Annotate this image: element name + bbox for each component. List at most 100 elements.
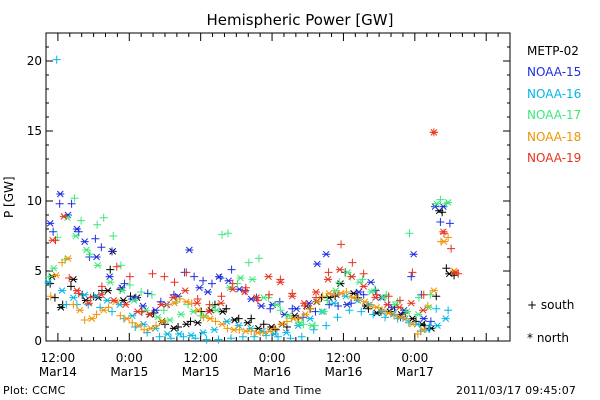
point-north-noaa-18 xyxy=(289,315,298,322)
point-north-noaa-18 xyxy=(408,320,417,328)
point-south-noaa-19 xyxy=(193,295,202,303)
point-south-noaa-18 xyxy=(330,290,339,299)
point-south-noaa-16 xyxy=(227,334,236,343)
point-south-noaa-18 xyxy=(140,325,149,334)
point-south-noaa-18 xyxy=(128,318,137,327)
point-north-noaa-19 xyxy=(323,276,332,283)
point-south-noaa-15 xyxy=(67,199,76,208)
point-north-noaa-19 xyxy=(276,278,285,286)
point-south-noaa-16 xyxy=(52,55,61,64)
point-north-noaa-17 xyxy=(444,199,453,206)
point-south-noaa-18 xyxy=(223,324,232,333)
point-north-noaa-17 xyxy=(106,278,115,286)
point-south-noaa-15 xyxy=(120,279,129,288)
y-tick-label: 10 xyxy=(27,194,42,208)
point-north-metp-02 xyxy=(435,207,444,215)
point-south-noaa-19 xyxy=(86,293,95,302)
point-north-noaa-18 xyxy=(241,327,250,335)
point-south-noaa-17 xyxy=(125,281,134,289)
plot-credit: Plot: CCMC xyxy=(3,384,66,397)
point-south-noaa-18 xyxy=(423,302,432,310)
point-north-noaa-18 xyxy=(75,306,84,314)
x-tick-label-date: Mar16 xyxy=(253,365,291,379)
y-tick-label: 15 xyxy=(27,124,42,138)
point-south-noaa-19 xyxy=(65,274,74,282)
point-south-metp-02 xyxy=(197,307,206,316)
point-north-noaa-16 xyxy=(365,301,374,308)
point-south-metp-02 xyxy=(50,293,59,302)
point-north-noaa-18 xyxy=(158,318,167,325)
point-north-metp-02 xyxy=(56,304,65,311)
point-north-noaa-18 xyxy=(360,298,369,306)
point-north-noaa-19 xyxy=(72,287,81,294)
point-north-noaa-18 xyxy=(122,315,131,322)
point-north-noaa-18 xyxy=(439,238,448,245)
legend-entry-noaa-17: NOAA-17 xyxy=(527,108,582,123)
point-north-noaa-19 xyxy=(240,288,249,296)
point-north-noaa-19 xyxy=(59,213,68,220)
point-north-noaa-18 xyxy=(52,271,61,279)
point-north-noaa-19 xyxy=(429,129,438,136)
point-north-noaa-19 xyxy=(48,236,57,244)
point-north-noaa-17 xyxy=(118,287,127,294)
point-south-noaa-18 xyxy=(92,310,101,319)
point-north-noaa-15 xyxy=(138,302,147,310)
point-south-noaa-17 xyxy=(224,229,233,238)
point-north-noaa-17 xyxy=(355,278,364,286)
point-north-noaa-17 xyxy=(212,306,221,314)
point-south-noaa-16 xyxy=(322,321,331,330)
point-north-noaa-16 xyxy=(341,292,350,300)
point-south-noaa-18 xyxy=(46,292,55,301)
point-north-noaa-19 xyxy=(407,299,416,307)
legend-entry-noaa-16: NOAA-16 xyxy=(527,86,582,101)
point-north-noaa-18 xyxy=(218,320,227,328)
point-north-noaa-18 xyxy=(419,326,428,334)
point-north-noaa-19 xyxy=(109,297,118,304)
x-axis-label: Date and Time xyxy=(238,384,322,397)
point-north-noaa-18 xyxy=(146,325,155,332)
point-north-noaa-18 xyxy=(396,313,405,321)
point-north-noaa-15 xyxy=(203,288,212,296)
point-south-noaa-19 xyxy=(112,262,121,271)
point-north-noaa-16 xyxy=(163,330,172,338)
point-south-noaa-17 xyxy=(116,261,125,270)
point-south-noaa-17 xyxy=(323,296,332,305)
point-north-noaa-16 xyxy=(91,292,100,300)
point-north-noaa-18 xyxy=(253,329,262,336)
point-south-noaa-16 xyxy=(432,304,441,313)
point-north-noaa-19 xyxy=(97,291,106,299)
point-north-noaa-19 xyxy=(395,304,404,311)
point-south-metp-02 xyxy=(438,208,447,217)
point-north-noaa-19 xyxy=(288,292,297,300)
point-north-noaa-15 xyxy=(56,190,65,198)
point-north-noaa-17 xyxy=(343,269,352,276)
point-south-noaa-18 xyxy=(306,304,315,313)
point-north-noaa-15 xyxy=(185,246,194,254)
point-south-noaa-16 xyxy=(250,332,259,341)
point-north-noaa-18 xyxy=(194,306,203,314)
point-south-noaa-15 xyxy=(266,304,275,313)
point-south-noaa-16 xyxy=(155,332,164,341)
point-north-metp-02 xyxy=(182,320,191,328)
point-north-noaa-16 xyxy=(329,299,338,307)
point-north-noaa-16 xyxy=(69,294,78,301)
point-north-noaa-15 xyxy=(409,250,418,258)
point-south-noaa-15 xyxy=(407,272,416,281)
point-north-noaa-19 xyxy=(228,285,237,293)
point-south-noaa-16 xyxy=(381,313,390,322)
point-north-noaa-16 xyxy=(44,278,53,286)
series-noaa-18 xyxy=(46,233,459,338)
point-south-noaa-19 xyxy=(439,229,448,238)
chart-title: Hemispheric Power [GW] xyxy=(206,11,394,29)
point-south-noaa-17 xyxy=(405,229,414,238)
point-south-noaa-19 xyxy=(160,272,169,281)
point-north-noaa-15 xyxy=(224,277,233,285)
point-south-noaa-15 xyxy=(227,265,236,274)
point-south-noaa-16 xyxy=(202,335,211,344)
point-north-noaa-16 xyxy=(187,332,196,339)
x-tick-label-time: 0:00 xyxy=(259,351,286,365)
point-north-noaa-16 xyxy=(80,291,89,299)
point-south-noaa-15 xyxy=(334,302,343,310)
y-tick-label: 20 xyxy=(27,54,42,68)
point-north-noaa-19 xyxy=(451,269,460,276)
